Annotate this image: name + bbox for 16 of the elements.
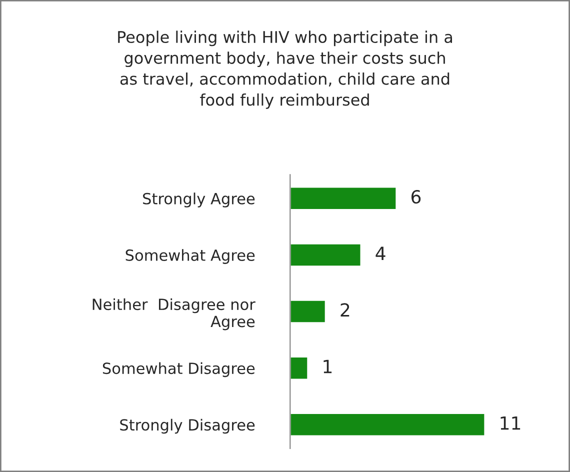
bar [290, 242, 362, 267]
data-label: 4 [376, 246, 386, 260]
bar [290, 186, 398, 210]
y-tick-label: Neither Disagree nor Agree [92, 298, 256, 330]
bar [290, 412, 486, 437]
data-label: 6 [412, 190, 421, 204]
y-tick-label: Strongly Disagree [120, 418, 255, 434]
y-tick-label: Somewhat Agree [126, 249, 255, 264]
bar [290, 356, 309, 380]
y-tick-label: Somewhat Disagree [102, 362, 255, 378]
data-label: 2 [340, 303, 350, 316]
chart-title: People living with HIV who participate in a government body, have their costs such as travel, accommodation, child care and food fully reimbursed [118, 30, 452, 109]
data-label: 1 [324, 360, 332, 374]
y-tick-label: Strongly Agree [143, 192, 255, 208]
data-label: 11 [500, 416, 520, 430]
bar [290, 300, 326, 324]
